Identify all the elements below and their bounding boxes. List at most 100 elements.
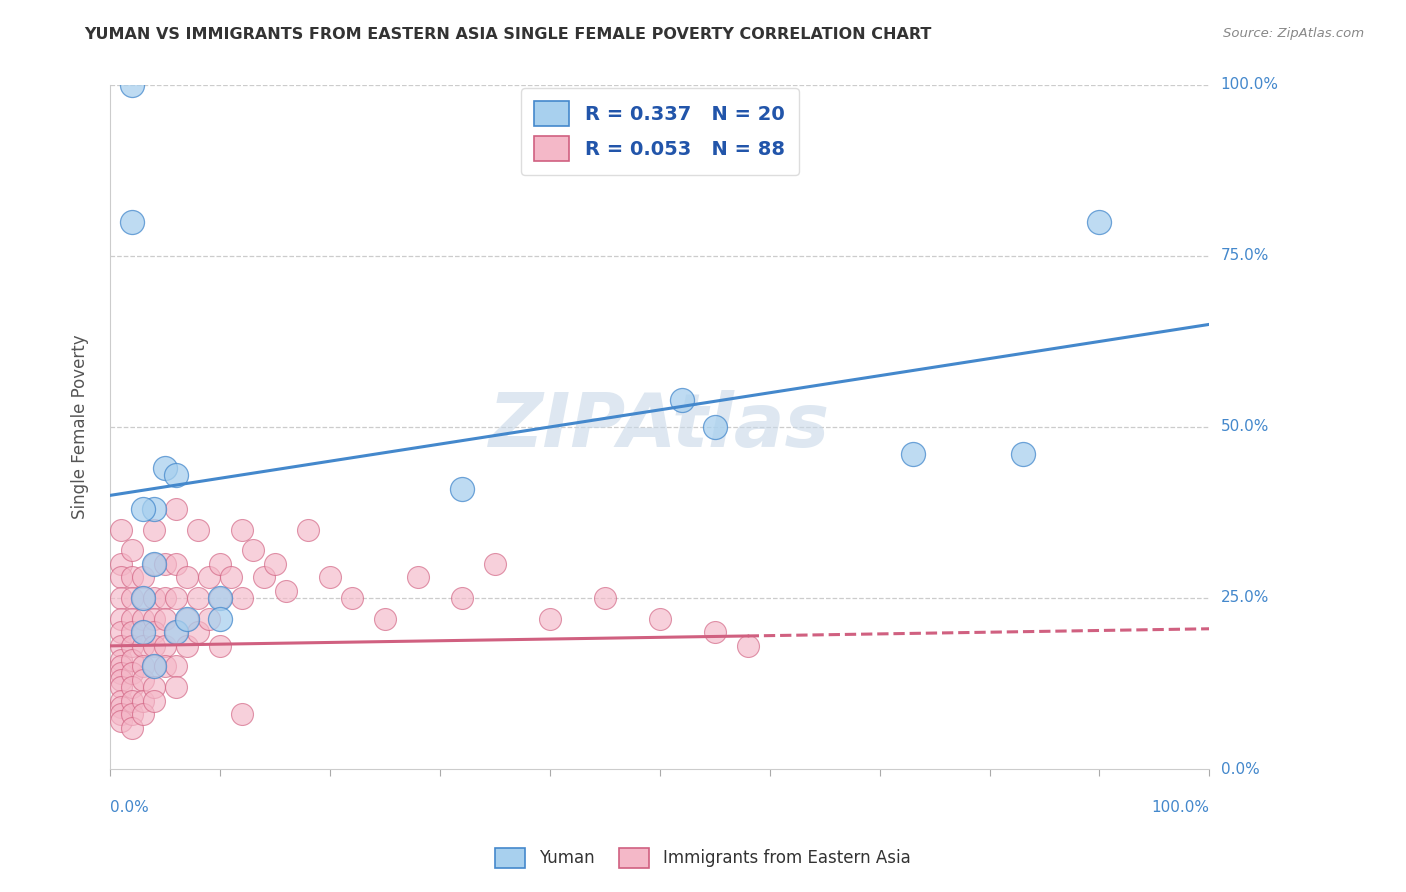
Point xyxy=(121,652,143,666)
Point xyxy=(110,659,132,673)
Point xyxy=(208,639,231,653)
Point xyxy=(143,625,166,640)
Text: 25.0%: 25.0% xyxy=(1220,591,1268,606)
Point xyxy=(143,611,166,625)
Point xyxy=(132,659,155,673)
Point xyxy=(143,591,166,605)
Point xyxy=(165,557,187,571)
Point xyxy=(208,591,231,605)
Point xyxy=(153,557,176,571)
Point xyxy=(132,591,155,605)
Point xyxy=(121,543,143,558)
Point xyxy=(153,659,176,673)
Point xyxy=(264,557,287,571)
Point xyxy=(374,611,396,625)
Point xyxy=(187,523,209,537)
Point xyxy=(484,557,506,571)
Point xyxy=(165,467,187,482)
Point xyxy=(121,721,143,735)
Point xyxy=(110,591,132,605)
Text: 75.0%: 75.0% xyxy=(1220,249,1268,263)
Point xyxy=(165,625,187,640)
Point xyxy=(132,673,155,687)
Point xyxy=(110,707,132,722)
Text: 100.0%: 100.0% xyxy=(1152,799,1209,814)
Point xyxy=(1088,215,1111,229)
Point xyxy=(176,570,198,584)
Point xyxy=(165,659,187,673)
Text: Source: ZipAtlas.com: Source: ZipAtlas.com xyxy=(1223,27,1364,40)
Point xyxy=(176,611,198,625)
Point xyxy=(110,639,132,653)
Point xyxy=(121,611,143,625)
Point xyxy=(121,215,143,229)
Legend: R = 0.337   N = 20, R = 0.053   N = 88: R = 0.337 N = 20, R = 0.053 N = 88 xyxy=(520,87,799,175)
Point xyxy=(132,639,155,653)
Point xyxy=(153,591,176,605)
Point xyxy=(121,625,143,640)
Y-axis label: Single Female Poverty: Single Female Poverty xyxy=(72,334,89,519)
Point xyxy=(1011,447,1033,461)
Point xyxy=(671,392,693,407)
Point xyxy=(208,557,231,571)
Text: 50.0%: 50.0% xyxy=(1220,419,1268,434)
Point xyxy=(187,625,209,640)
Point xyxy=(110,673,132,687)
Point xyxy=(121,639,143,653)
Point xyxy=(242,543,264,558)
Point xyxy=(143,659,166,673)
Point xyxy=(110,680,132,694)
Point xyxy=(121,570,143,584)
Point xyxy=(143,639,166,653)
Point xyxy=(121,591,143,605)
Point xyxy=(274,584,297,599)
Point xyxy=(143,659,166,673)
Point xyxy=(143,680,166,694)
Point xyxy=(132,625,155,640)
Point xyxy=(198,570,221,584)
Point xyxy=(132,591,155,605)
Point xyxy=(110,625,132,640)
Point xyxy=(648,611,671,625)
Text: ZIPAtlas: ZIPAtlas xyxy=(489,391,831,464)
Point xyxy=(450,591,472,605)
Point xyxy=(208,611,231,625)
Point xyxy=(176,611,198,625)
Text: YUMAN VS IMMIGRANTS FROM EASTERN ASIA SINGLE FEMALE POVERTY CORRELATION CHART: YUMAN VS IMMIGRANTS FROM EASTERN ASIA SI… xyxy=(84,27,932,42)
Point xyxy=(406,570,429,584)
Point xyxy=(219,570,242,584)
Point xyxy=(132,625,155,640)
Point xyxy=(143,502,166,516)
Legend: Yuman, Immigrants from Eastern Asia: Yuman, Immigrants from Eastern Asia xyxy=(489,841,917,875)
Point xyxy=(737,639,759,653)
Point xyxy=(703,625,725,640)
Text: 0.0%: 0.0% xyxy=(1220,762,1260,777)
Point xyxy=(143,557,166,571)
Point xyxy=(187,591,209,605)
Point xyxy=(538,611,561,625)
Point xyxy=(110,666,132,681)
Point xyxy=(143,557,166,571)
Point xyxy=(340,591,363,605)
Point xyxy=(121,680,143,694)
Point xyxy=(198,611,221,625)
Point xyxy=(110,693,132,707)
Point xyxy=(132,570,155,584)
Point xyxy=(450,482,472,496)
Point xyxy=(143,693,166,707)
Point xyxy=(110,652,132,666)
Point xyxy=(132,707,155,722)
Text: 100.0%: 100.0% xyxy=(1220,78,1278,93)
Point xyxy=(297,523,319,537)
Point xyxy=(153,639,176,653)
Point xyxy=(593,591,616,605)
Point xyxy=(121,78,143,92)
Point xyxy=(208,591,231,605)
Point xyxy=(110,714,132,728)
Point xyxy=(231,707,253,722)
Point xyxy=(132,502,155,516)
Point xyxy=(231,523,253,537)
Point xyxy=(121,693,143,707)
Point xyxy=(110,611,132,625)
Text: 0.0%: 0.0% xyxy=(110,799,149,814)
